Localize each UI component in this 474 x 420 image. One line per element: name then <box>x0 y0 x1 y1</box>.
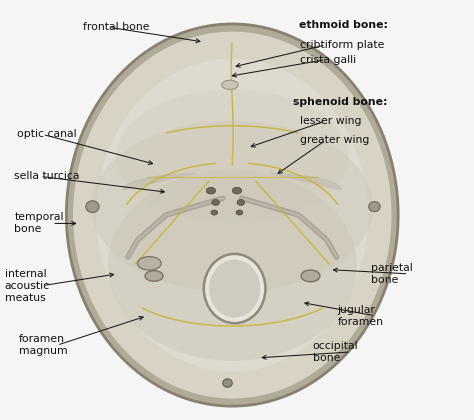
Circle shape <box>86 201 99 213</box>
Ellipse shape <box>108 170 356 361</box>
Ellipse shape <box>232 187 242 194</box>
Ellipse shape <box>221 80 238 89</box>
Circle shape <box>223 379 232 387</box>
Polygon shape <box>123 173 195 190</box>
Text: sella turcica: sella turcica <box>14 171 80 181</box>
Ellipse shape <box>145 270 163 281</box>
Ellipse shape <box>237 200 245 205</box>
Text: optic canal: optic canal <box>17 129 76 139</box>
Text: temporal
bone: temporal bone <box>14 213 64 234</box>
Text: jugular
foramen: jugular foramen <box>337 305 383 327</box>
Text: parietal
bone: parietal bone <box>371 263 412 285</box>
Circle shape <box>369 202 380 212</box>
Text: greater wing: greater wing <box>300 135 369 145</box>
Text: frontal bone: frontal bone <box>83 22 149 32</box>
Text: lesser wing: lesser wing <box>300 116 361 126</box>
Text: sphenoid bone:: sphenoid bone: <box>293 97 387 107</box>
Ellipse shape <box>96 58 368 372</box>
Text: occipital
bone: occipital bone <box>313 341 358 363</box>
Text: foramen
magnum: foramen magnum <box>19 334 68 356</box>
Text: cribtiform plate: cribtiform plate <box>300 40 384 50</box>
Ellipse shape <box>116 89 348 223</box>
Text: internal
acoustic
meatus: internal acoustic meatus <box>5 269 50 302</box>
Ellipse shape <box>236 210 243 215</box>
Ellipse shape <box>212 200 219 205</box>
Ellipse shape <box>66 24 398 406</box>
Ellipse shape <box>209 260 260 318</box>
Text: ethmoid bone:: ethmoid bone: <box>299 20 388 30</box>
Ellipse shape <box>91 121 374 293</box>
Ellipse shape <box>204 254 265 323</box>
Polygon shape <box>269 173 341 190</box>
Ellipse shape <box>211 210 218 215</box>
Ellipse shape <box>73 32 392 399</box>
Ellipse shape <box>206 187 216 194</box>
Ellipse shape <box>301 270 320 282</box>
Ellipse shape <box>137 257 161 270</box>
Text: crista galli: crista galli <box>300 55 356 65</box>
